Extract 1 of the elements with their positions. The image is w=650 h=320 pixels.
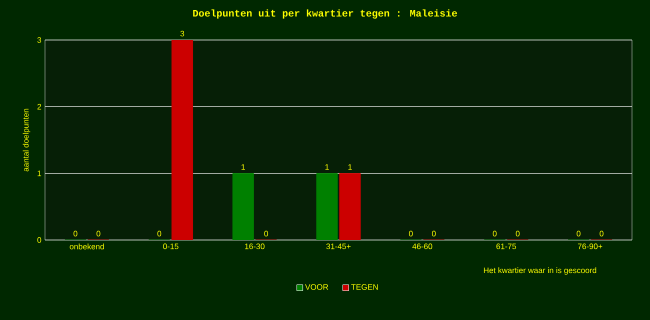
- chart-title: Doelpunten uit per kwartier tegen : Maleisie: [193, 9, 458, 19]
